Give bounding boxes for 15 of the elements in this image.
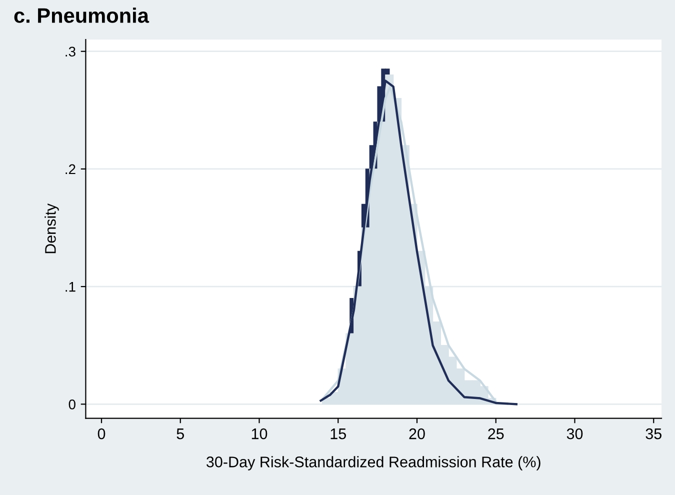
- x-axis-title: 30-Day Risk-Standardized Readmission Rate (%): [206, 456, 540, 470]
- chart-title: c. Pneumonia: [14, 8, 150, 23]
- y-tick-label: 0: [68, 399, 76, 410]
- y-tick-label: .3: [66, 46, 76, 57]
- y-tick-label: .2: [66, 164, 76, 174]
- x-tick-label: 25: [488, 428, 504, 440]
- y-axis-title: Density: [44, 203, 59, 254]
- x-tick-label: 35: [646, 428, 662, 440]
- x-tick-label: 30: [566, 428, 583, 440]
- y-tick-label: .1: [66, 282, 76, 292]
- x-tick-label: 5: [176, 428, 184, 440]
- x-tick-label: 0: [98, 428, 106, 440]
- x-tick-label: 10: [252, 428, 268, 440]
- x-tick-label: 20: [409, 428, 425, 440]
- x-tick-label: 15: [330, 428, 346, 440]
